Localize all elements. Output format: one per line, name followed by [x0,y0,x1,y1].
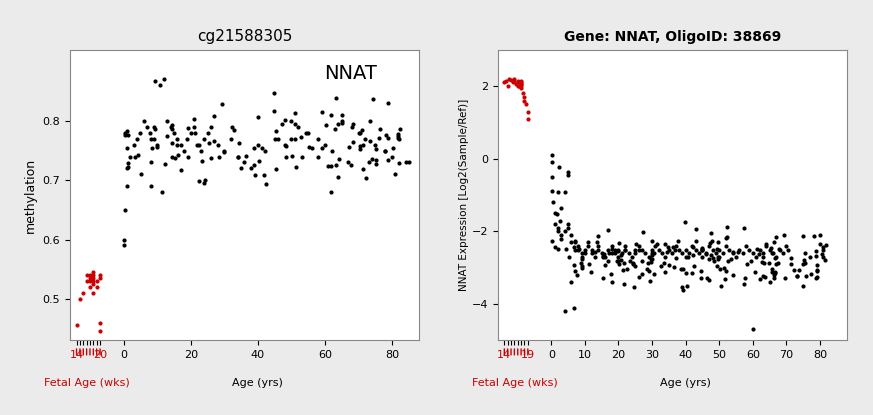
Text: Fetal Age (wks): Fetal Age (wks) [471,378,557,388]
Text: Age (yrs): Age (yrs) [660,378,711,388]
Y-axis label: NNAT Expression [Log2(Sample/Ref)]: NNAT Expression [Log2(Sample/Ref)] [458,99,469,291]
Title: cg21588305: cg21588305 [196,29,292,44]
Title: Gene: NNAT, OligoID: 38869: Gene: NNAT, OligoID: 38869 [564,30,780,44]
Y-axis label: methylation: methylation [24,157,37,233]
Text: Age (yrs): Age (yrs) [232,378,284,388]
Text: NNAT: NNAT [324,64,377,83]
Text: Fetal Age (wks): Fetal Age (wks) [44,378,129,388]
